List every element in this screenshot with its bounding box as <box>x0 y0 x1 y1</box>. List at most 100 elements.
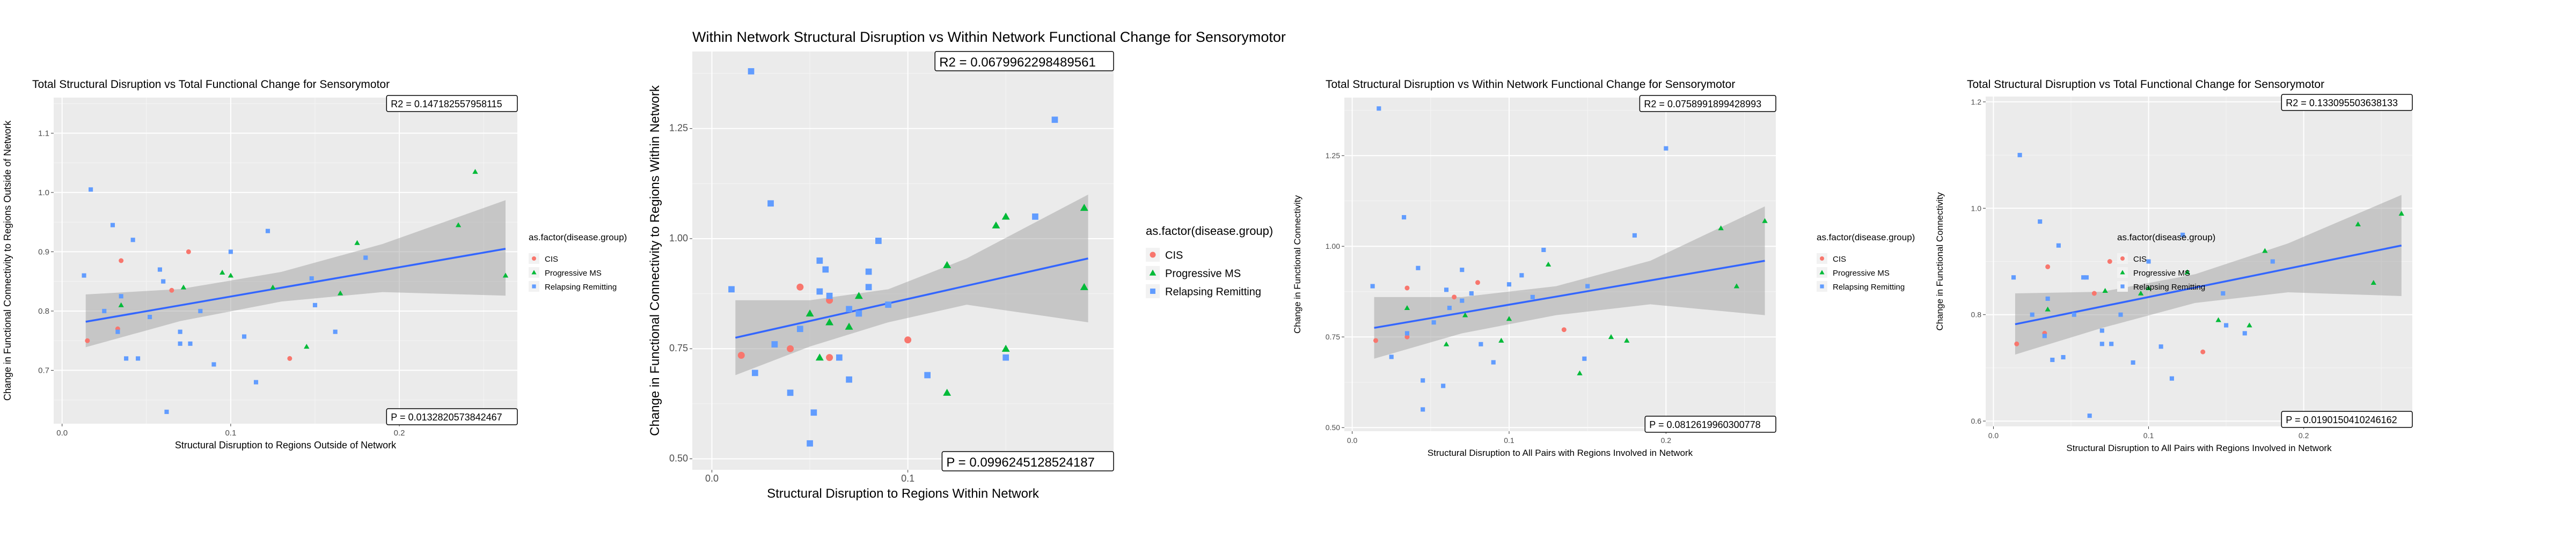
data-point-progressive-ms <box>228 272 234 278</box>
data-point-relapsing-remitting <box>2045 296 2050 301</box>
data-point-relapsing-remitting <box>1404 331 1409 336</box>
data-point-relapsing-remitting <box>164 409 169 414</box>
data-point-cis <box>186 249 191 254</box>
legend-entry-label: Relapsing Remitting <box>2133 283 2205 292</box>
p-label-box <box>2281 411 2413 428</box>
data-point-relapsing-remitting <box>333 329 338 334</box>
data-point-cis <box>796 283 804 291</box>
p-label-box <box>941 451 1114 471</box>
y-tick-label: 0.75 <box>1326 333 1340 341</box>
x-tick-label: 0.1 <box>2143 431 2154 440</box>
data-point-relapsing-remitting <box>2038 219 2043 224</box>
data-point-relapsing-remitting <box>178 341 182 346</box>
data-point-progressive-ms <box>1733 283 1740 289</box>
legend-title: as.factor(disease.group) <box>2117 232 2215 242</box>
r2-label: R2 = 0.0758991899428993 <box>1644 99 1761 109</box>
y-tick-label: 1.0 <box>38 188 49 197</box>
p-label: P = 0.0132820573842467 <box>391 412 502 423</box>
legend-entry-label: Progressive MS <box>1833 269 1890 278</box>
p-label: P = 0.0996245128524187 <box>946 455 1095 470</box>
data-point-cis <box>737 352 745 359</box>
data-point-progressive-ms <box>845 322 853 330</box>
r2-label-box <box>386 95 518 112</box>
legend: as.factor(disease.group) CIS Progressive M… <box>1146 224 1273 298</box>
data-point-cis <box>2091 291 2097 296</box>
data-point-relapsing-remitting <box>2180 232 2185 237</box>
data-point-cis <box>1404 285 1410 291</box>
data-point-relapsing-remitting <box>1416 265 1421 270</box>
legend-entry-label: Progressive MS <box>2133 269 2190 278</box>
data-point-relapsing-remitting <box>1370 284 1375 289</box>
r2-label-box <box>934 51 1114 71</box>
chart-title: Total Structural Disruption vs Within Ne… <box>1326 78 1735 91</box>
data-point-relapsing-remitting <box>1632 233 1637 238</box>
data-point-relapsing-remitting <box>1377 106 1381 111</box>
data-point-relapsing-remitting <box>1444 287 1449 292</box>
data-point-progressive-ms <box>502 272 509 278</box>
data-point-relapsing-remitting <box>124 356 129 361</box>
data-point-relapsing-remitting <box>1664 146 1668 151</box>
data-point-relapsing-remitting <box>924 372 931 379</box>
data-point-relapsing-remitting <box>157 267 162 272</box>
data-point-cis <box>119 258 124 263</box>
data-point-relapsing-remitting <box>807 440 813 447</box>
data-point-relapsing-remitting <box>855 310 862 317</box>
y-tick-label: 1.2 <box>1971 98 1982 106</box>
data-point-relapsing-remitting <box>1002 354 1009 361</box>
data-point-relapsing-remitting <box>748 68 755 75</box>
data-point-relapsing-remitting <box>2099 342 2104 346</box>
data-point-relapsing-remitting <box>1051 116 1058 123</box>
legend-entry-label: CIS <box>1833 255 1846 264</box>
data-point-relapsing-remitting <box>130 238 135 242</box>
legend-marker <box>531 270 537 275</box>
data-point-cis <box>2045 264 2051 269</box>
data-point-cis <box>2014 341 2019 346</box>
data-point-relapsing-remitting <box>1585 284 1590 289</box>
regression-line <box>2015 245 2402 326</box>
data-point-relapsing-remitting <box>816 257 823 264</box>
data-point-relapsing-remitting <box>148 314 152 320</box>
data-point-cis <box>169 287 174 293</box>
data-point-progressive-ms <box>180 284 187 290</box>
data-point-cis <box>1475 280 1481 285</box>
legend-marker <box>2120 284 2125 289</box>
legend-title: as.factor(disease.group) <box>529 232 627 242</box>
y-tick-label: 0.7 <box>38 366 49 375</box>
regression-line <box>85 248 506 323</box>
data-point-cis <box>904 336 912 344</box>
data-point-relapsing-remitting <box>2224 323 2229 328</box>
y-tick-label: 0.50 <box>1326 423 1340 432</box>
x-tick-label: 0.1 <box>901 473 914 484</box>
legend-marker <box>1820 284 1824 289</box>
legend-title: as.factor(disease.group) <box>1146 224 1273 238</box>
data-point-cis <box>2107 259 2112 264</box>
data-point-progressive-ms <box>943 261 952 268</box>
x-tick-label: 0.0 <box>1347 436 1358 445</box>
legend-marker <box>1150 252 1156 258</box>
legend-entry-label: Relapsing Remitting <box>1165 286 1261 298</box>
y-axis-label: Change in Functional Connectivity to Reg… <box>648 85 662 436</box>
data-point-relapsing-remitting <box>2017 153 2022 158</box>
data-point-relapsing-remitting <box>136 356 141 361</box>
data-point-progressive-ms <box>1762 218 1768 223</box>
legend-marker <box>1820 256 1824 261</box>
data-point-cis <box>1561 327 1567 333</box>
legend-title: as.factor(disease.group) <box>1817 232 1915 242</box>
legend-entry-label: Progressive MS <box>545 269 602 278</box>
data-point-progressive-ms <box>304 344 310 349</box>
p-label: P = 0.0190150410246162 <box>2286 415 2397 425</box>
data-point-relapsing-remitting <box>228 249 233 254</box>
data-point-progressive-ms <box>2215 317 2221 322</box>
data-point-relapsing-remitting <box>2050 357 2055 363</box>
data-point-relapsing-remitting <box>2011 275 2016 280</box>
data-point-progressive-ms <box>270 284 276 290</box>
p-label: P = 0.0812619960300778 <box>1649 419 1760 430</box>
data-point-relapsing-remitting <box>265 228 270 233</box>
data-point-progressive-ms <box>1718 225 1724 231</box>
data-point-relapsing-remitting <box>826 292 833 299</box>
regression-line <box>735 257 1088 339</box>
data-point-relapsing-remitting <box>767 200 774 207</box>
data-point-relapsing-remitting <box>1431 320 1436 325</box>
